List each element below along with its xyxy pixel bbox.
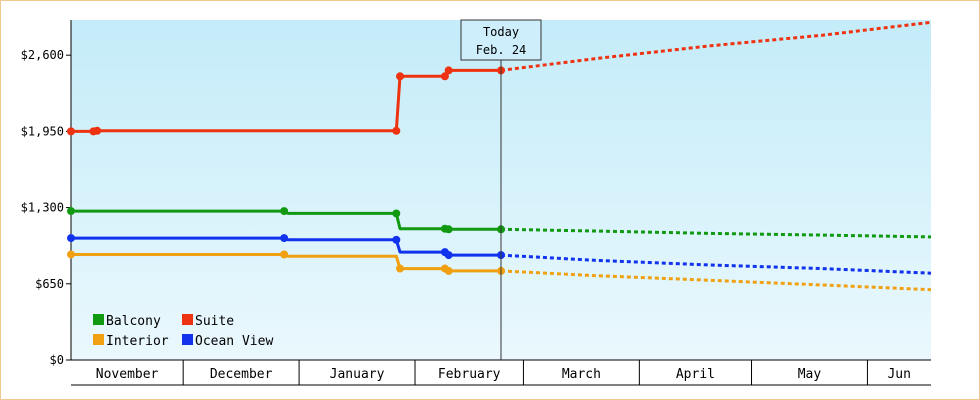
y-tick-label: $1,300 xyxy=(21,201,64,215)
data-point-ocean-view xyxy=(392,235,401,244)
data-point-interior xyxy=(280,250,289,259)
legend-swatch-ocean-view xyxy=(182,334,193,345)
legend-swatch-interior xyxy=(93,334,104,345)
data-point-suite xyxy=(67,127,75,136)
data-point-ocean-view xyxy=(280,234,289,243)
legend-label-ocean-view: Ocean View xyxy=(195,334,273,349)
legend-swatch-suite xyxy=(182,314,193,325)
legend: Balcony Suite Interior Ocean View xyxy=(93,314,273,349)
month-label: Jun xyxy=(887,367,910,382)
data-point-ocean-view xyxy=(67,234,75,243)
month-label: December xyxy=(210,367,273,382)
forecast-line-interior xyxy=(500,269,932,292)
data-point-suite xyxy=(396,72,405,81)
month-label: March xyxy=(562,367,601,382)
data-point-balcony xyxy=(280,207,289,216)
legend-swatch-balcony xyxy=(93,314,104,325)
y-axis: $0 $650 $1,300 $1,950 $2,600 xyxy=(21,20,72,367)
today-label: Today xyxy=(483,25,519,39)
data-point-interior xyxy=(67,250,75,259)
data-point-balcony xyxy=(392,209,401,218)
today-marker: Today Feb. 24 xyxy=(460,19,542,360)
data-point-suite xyxy=(93,126,102,135)
data-point-suite xyxy=(392,126,401,135)
x-axis: November December January February March Apri… xyxy=(71,359,931,386)
legend-label-suite: Suite xyxy=(195,314,234,329)
data-point-suite xyxy=(440,72,449,81)
forecast-line-suite xyxy=(500,20,932,72)
month-label: February xyxy=(438,367,501,382)
data-point-suite xyxy=(444,66,453,75)
series-layer xyxy=(67,20,932,292)
data-point-balcony xyxy=(444,225,453,234)
data-point-interior xyxy=(396,264,405,273)
forecast-line-balcony xyxy=(500,227,932,239)
y-tick-label: $650 xyxy=(35,277,64,291)
forecast-line-ocean-view xyxy=(500,253,932,275)
month-label: May xyxy=(798,367,822,382)
data-point-interior xyxy=(444,266,453,275)
month-label: November xyxy=(96,367,159,382)
today-box xyxy=(460,19,542,61)
data-point-balcony xyxy=(67,207,75,216)
y-tick-label: $2,600 xyxy=(21,48,64,62)
today-date-label: Feb. 24 xyxy=(476,43,527,57)
y-tick-label: $1,950 xyxy=(21,124,64,138)
month-label: April xyxy=(676,367,715,382)
y-tick-label: $0 xyxy=(50,353,64,367)
month-label: January xyxy=(330,367,385,382)
data-point-ocean-view xyxy=(444,251,453,260)
legend-label-balcony: Balcony xyxy=(106,314,161,329)
legend-label-interior: Interior xyxy=(106,334,169,349)
